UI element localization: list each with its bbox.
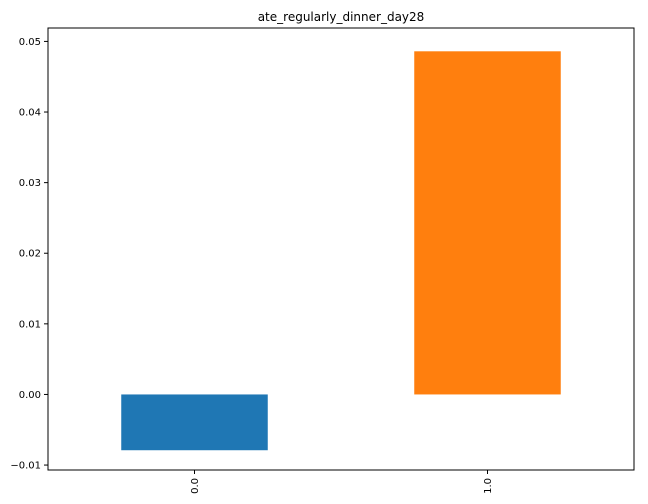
y-tick-label: 0.02	[19, 249, 41, 260]
x-tick-label: 1.0	[483, 478, 494, 494]
bar-1.0	[414, 51, 561, 395]
x-axis: 0.0 1.0	[190, 470, 494, 494]
bar-0.0	[121, 394, 268, 451]
x-tick-label: 0.0	[190, 478, 201, 494]
y-tick-label: 0.01	[19, 319, 41, 330]
y-tick-label: 0.04	[19, 108, 41, 119]
y-axis: −0.01 0.00 0.01 0.02 0.03 0.04 0.05	[10, 37, 48, 472]
y-tick-label: 0.00	[19, 390, 41, 401]
plot-frame	[47, 27, 635, 471]
bars-group	[121, 51, 561, 451]
y-tick-label: 0.03	[19, 178, 41, 189]
y-tick-label: −0.01	[10, 461, 41, 472]
y-tick-label: 0.05	[19, 37, 41, 48]
chart-title: ate_regularly_dinner_day28	[258, 10, 425, 24]
